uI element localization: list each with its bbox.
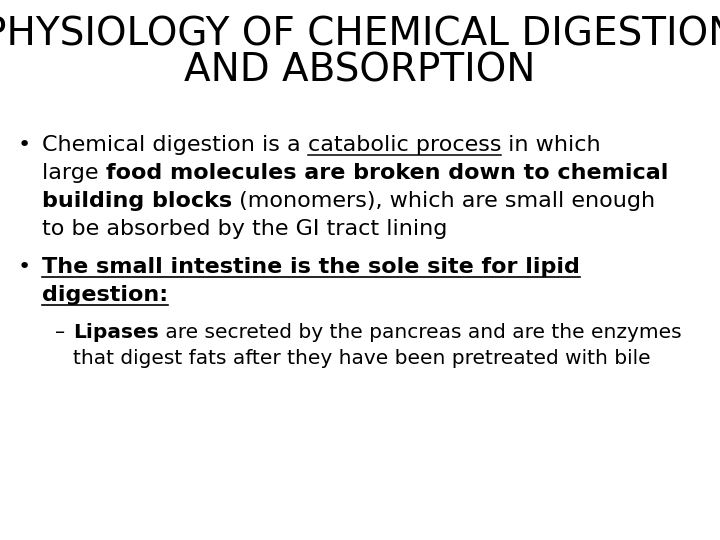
Text: large: large	[42, 163, 106, 183]
Text: •: •	[18, 135, 31, 155]
Text: to be absorbed by the GI tract lining: to be absorbed by the GI tract lining	[42, 219, 447, 239]
Text: that digest fats after they have been pretreated with bile: that digest fats after they have been pr…	[73, 349, 651, 368]
Text: food molecules are broken down to chemical: food molecules are broken down to chemic…	[106, 163, 668, 183]
Text: in which: in which	[501, 135, 601, 155]
Text: •: •	[18, 257, 31, 277]
Text: building blocks: building blocks	[42, 191, 232, 211]
Text: (monomers), which are small enough: (monomers), which are small enough	[232, 191, 655, 211]
Text: AND ABSORPTION: AND ABSORPTION	[184, 52, 536, 90]
Text: digestion:: digestion:	[42, 285, 168, 305]
Text: are secreted by the pancreas and are the enzymes: are secreted by the pancreas and are the…	[158, 323, 681, 342]
Text: The small intestine is the sole site for lipid: The small intestine is the sole site for…	[42, 257, 580, 277]
Text: PHYSIOLOGY OF CHEMICAL DIGESTION: PHYSIOLOGY OF CHEMICAL DIGESTION	[0, 15, 720, 53]
Text: Chemical digestion is a: Chemical digestion is a	[42, 135, 307, 155]
Text: –: –	[55, 323, 65, 342]
Text: Lipases: Lipases	[73, 323, 158, 342]
Text: catabolic process: catabolic process	[307, 135, 501, 155]
